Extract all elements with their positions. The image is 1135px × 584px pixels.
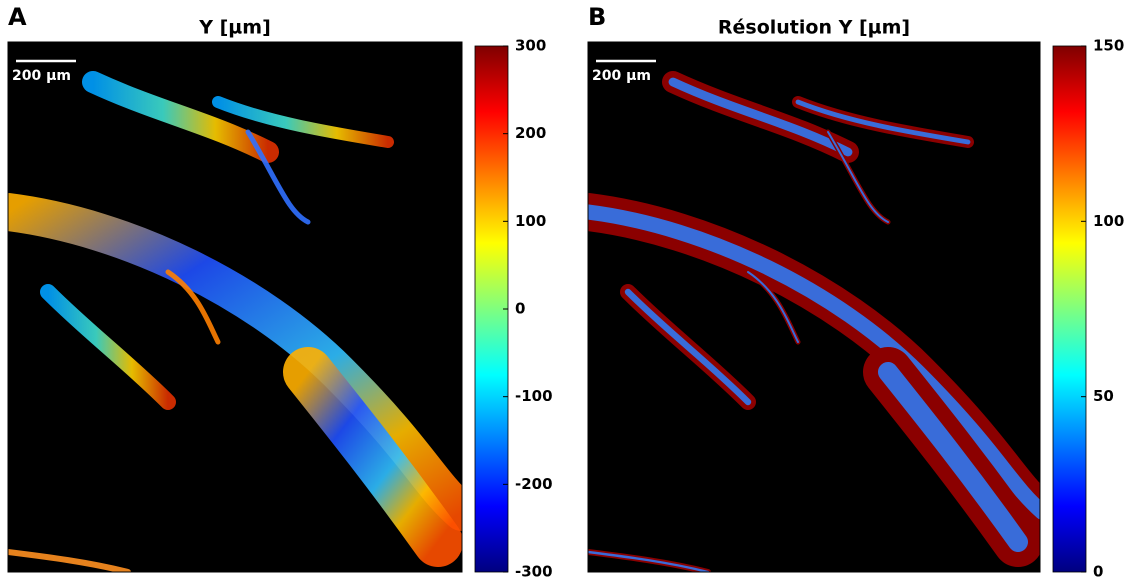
streak <box>8 549 131 572</box>
streak-core <box>878 362 1028 552</box>
streaks <box>8 71 462 572</box>
scale-bar-label: 200 µm <box>12 68 71 84</box>
colorbar-tick-label: 100 <box>1093 212 1124 230</box>
streaks <box>588 71 1040 572</box>
image-frame <box>587 41 1041 573</box>
streak <box>40 284 176 410</box>
panel-title: Résolution Y [µm] <box>718 17 910 39</box>
image-content <box>588 71 1040 572</box>
streak <box>212 96 394 148</box>
colorbar-tick-label: -100 <box>515 387 553 405</box>
colorbar-tick-label: 150 <box>1093 37 1124 55</box>
image-content <box>8 71 462 572</box>
colorbar-tick-label: 200 <box>515 124 546 142</box>
panel-title: Y [µm] <box>198 17 271 39</box>
colorbar-tick-label: 50 <box>1093 387 1114 405</box>
streak-core <box>588 550 710 572</box>
panel-letter: B <box>588 3 606 31</box>
colorbar-tick-label: 300 <box>515 37 546 55</box>
streak <box>245 129 311 225</box>
streak <box>82 71 279 163</box>
colorbar <box>1052 45 1087 573</box>
panel-letter: A <box>8 3 27 31</box>
streak-core <box>747 271 799 343</box>
streak-core <box>624 288 752 406</box>
colorbar-tick-label: 100 <box>515 212 546 230</box>
colorbar-tick-label: 0 <box>515 300 525 318</box>
scale-bar-label: 200 µm <box>592 68 651 84</box>
streak <box>165 269 221 345</box>
colorbar-tick-label: -200 <box>515 475 553 493</box>
colorbar-tick-label: -300 <box>515 563 553 581</box>
streak-core <box>827 131 889 223</box>
colorbar-tick-label: 0 <box>1093 563 1103 581</box>
streak <box>283 347 462 567</box>
image-frame <box>7 41 463 573</box>
colorbar <box>474 45 509 573</box>
streak-core <box>668 77 853 157</box>
streak-core <box>795 99 971 145</box>
